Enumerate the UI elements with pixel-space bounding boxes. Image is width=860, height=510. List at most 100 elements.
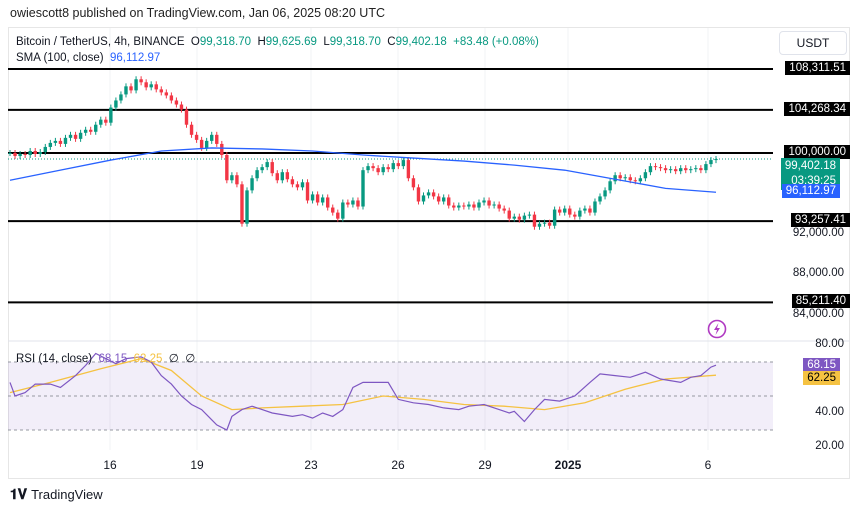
candle xyxy=(396,163,400,167)
candle xyxy=(401,160,406,167)
rsi-ma-value-label: 62.25 xyxy=(803,371,840,386)
candle xyxy=(452,205,456,208)
candle xyxy=(568,208,572,215)
sma-price-label: 96,112.97 xyxy=(781,184,840,199)
candle xyxy=(694,168,698,170)
symbol-legend: Bitcoin / TetherUS, 4h, BINANCE O99,318.… xyxy=(16,34,539,66)
candle xyxy=(356,200,360,207)
candle xyxy=(23,154,27,156)
candle xyxy=(633,180,638,182)
candle xyxy=(230,175,234,181)
candle xyxy=(300,182,305,188)
candle xyxy=(502,208,506,211)
candle xyxy=(240,184,244,224)
candle xyxy=(411,178,416,188)
candle xyxy=(38,151,42,155)
candle xyxy=(522,215,527,220)
candle xyxy=(668,169,673,171)
candle xyxy=(88,129,93,132)
level-price-label: 104,268.34 xyxy=(784,101,850,116)
candle xyxy=(149,84,153,88)
candle xyxy=(578,210,582,217)
candle xyxy=(603,190,607,197)
candle xyxy=(628,177,632,181)
candle xyxy=(53,140,58,143)
rsi-legend-na-2: ∅ xyxy=(185,353,196,365)
candle xyxy=(43,146,47,152)
sma-legend-label[interactable]: SMA (100, close) xyxy=(16,52,104,64)
candle xyxy=(457,205,461,208)
rsi-legend-value: 68.15 xyxy=(98,353,128,365)
candle xyxy=(376,168,380,173)
candle xyxy=(270,162,274,174)
candle xyxy=(441,197,446,202)
candle xyxy=(78,132,83,139)
rsi-line xyxy=(9,352,717,431)
candle xyxy=(215,134,219,144)
level-price-label: 85,211.40 xyxy=(791,294,850,309)
candle xyxy=(689,169,693,171)
candle xyxy=(199,139,204,148)
candle xyxy=(391,163,395,170)
candle xyxy=(285,172,290,180)
candle xyxy=(68,134,73,138)
candle xyxy=(557,209,562,213)
chart-frame xyxy=(8,27,850,479)
price-tick-label: 84,000.00 xyxy=(792,307,844,320)
candle xyxy=(129,86,133,91)
rsi-tick-label: 40.00 xyxy=(815,406,844,418)
currency-button[interactable]: USDT xyxy=(779,31,847,55)
candle xyxy=(704,164,708,171)
candle xyxy=(114,100,118,108)
candle xyxy=(63,137,68,144)
candle xyxy=(673,169,678,172)
candle xyxy=(184,109,189,125)
candle xyxy=(492,204,496,206)
candle xyxy=(497,204,501,209)
candle xyxy=(210,134,214,141)
high-label: H xyxy=(257,36,266,48)
tradingview-logo-icon: 𝟏𝐕 xyxy=(10,486,28,502)
sma-line xyxy=(9,147,717,193)
candle xyxy=(537,223,542,227)
candle xyxy=(467,204,471,207)
price-tick-label: 92,000.00 xyxy=(792,226,844,239)
candle xyxy=(290,179,295,185)
candle xyxy=(658,167,663,169)
rsi-ma-line xyxy=(9,357,717,411)
candle xyxy=(28,150,32,156)
candle xyxy=(154,84,158,90)
time-tick-label: 6 xyxy=(704,458,712,472)
candle xyxy=(33,150,37,155)
candle xyxy=(48,142,53,147)
last-price-label: 99,402.18 03:39:25 xyxy=(780,158,840,191)
level-price-label: 93,257.41 xyxy=(790,213,850,228)
candle xyxy=(532,214,537,227)
candle xyxy=(517,216,522,220)
candle xyxy=(280,172,285,181)
high-value: 99,625.69 xyxy=(265,36,317,48)
candle xyxy=(144,82,148,88)
lightning-icon[interactable] xyxy=(706,318,728,345)
candle xyxy=(346,202,350,205)
candle xyxy=(109,107,113,123)
candle xyxy=(310,194,315,201)
candle xyxy=(341,202,345,219)
candle xyxy=(573,214,577,217)
candle xyxy=(371,166,375,169)
rsi-tick-label: 80.00 xyxy=(815,338,844,350)
candle xyxy=(552,209,557,226)
candle xyxy=(386,167,390,170)
tradingview-logo[interactable]: 𝟏𝐕 TradingView xyxy=(10,486,103,503)
candle xyxy=(164,92,169,96)
candle xyxy=(326,197,330,208)
candle xyxy=(99,119,103,125)
candle xyxy=(709,160,713,165)
time-tick-label: 29 xyxy=(478,458,492,472)
rsi-legend-label[interactable]: RSI (14, close) xyxy=(16,353,93,365)
candle xyxy=(351,200,355,205)
symbol-title[interactable]: Bitcoin / TetherUS, 4h, BINANCE xyxy=(16,36,185,48)
candle xyxy=(406,160,411,179)
candle xyxy=(235,175,239,185)
